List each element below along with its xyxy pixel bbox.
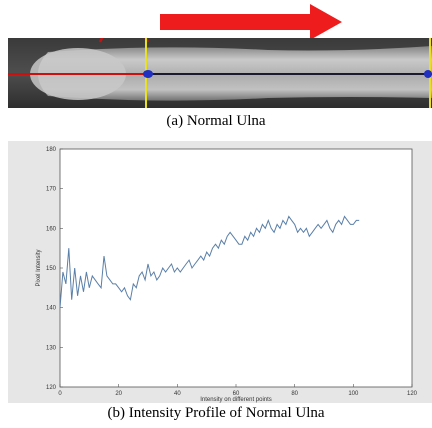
caption-a: (a) Normal Ulna bbox=[166, 113, 266, 129]
x-tick-label: 0 bbox=[58, 391, 62, 397]
series-line bbox=[59, 215, 360, 308]
direction-arrow bbox=[160, 4, 342, 40]
intensity-profile-chart: 0 20 40 60 80 100 120 120 130 140 150 160 170 180 Int… bbox=[8, 141, 432, 403]
y-tick-label: 170 bbox=[46, 187, 57, 193]
x-tick-label: 20 bbox=[115, 391, 122, 397]
arrow-shape bbox=[160, 4, 342, 40]
y-axis-label: Pixel Intensity bbox=[36, 249, 42, 286]
y-tick-label: 160 bbox=[46, 226, 57, 232]
x-tick-label: 60 bbox=[233, 391, 240, 397]
y-tick-label: 120 bbox=[46, 385, 57, 391]
ulna-xray-image bbox=[8, 38, 432, 108]
y-tick-label: 140 bbox=[46, 306, 57, 312]
x-tick-label: 100 bbox=[348, 391, 359, 397]
plot-frame bbox=[59, 148, 413, 388]
x-tick-label: 120 bbox=[407, 391, 418, 397]
blue-point-left bbox=[143, 70, 153, 78]
x-tick-label: 80 bbox=[291, 391, 298, 397]
y-tick-label: 130 bbox=[46, 345, 57, 351]
blue-point-right bbox=[424, 70, 432, 78]
y-tick-label: 180 bbox=[46, 147, 57, 153]
y-tick-label: 150 bbox=[46, 266, 57, 272]
x-axis-label: Intensity on different points bbox=[200, 397, 272, 403]
caption-b: (b) Intensity Profile of Normal Ulna bbox=[107, 405, 325, 421]
x-tick-label: 40 bbox=[174, 391, 181, 397]
